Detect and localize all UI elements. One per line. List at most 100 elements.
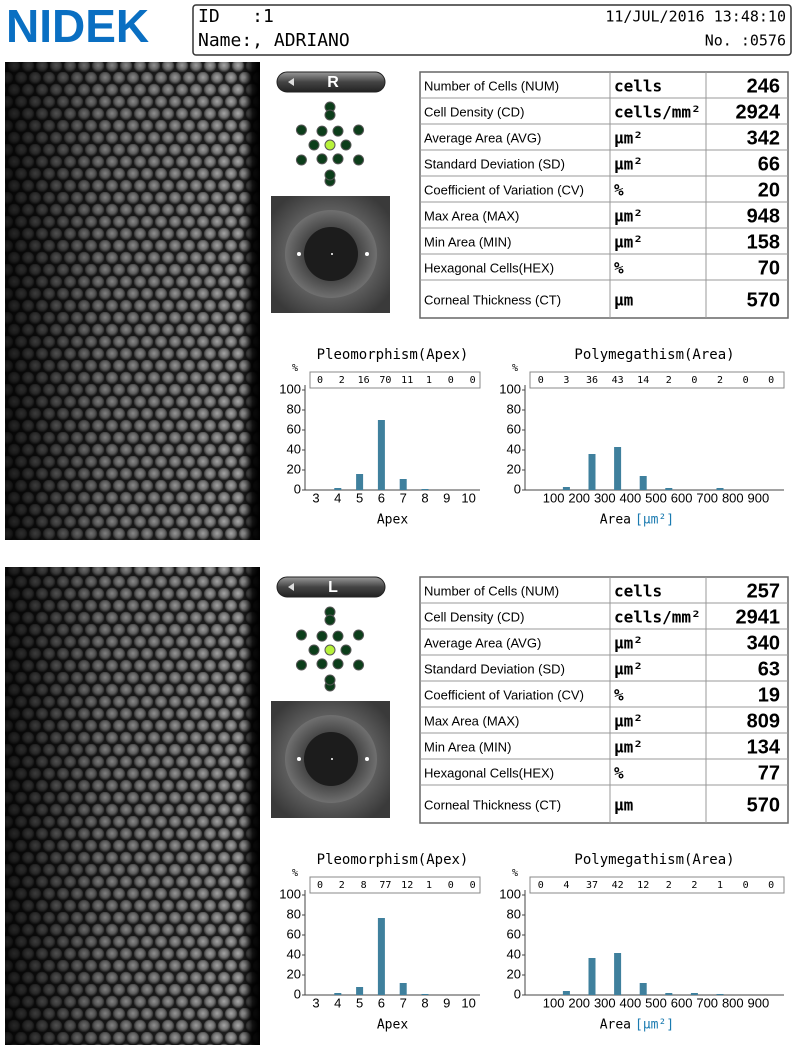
param-label: Average Area (AVG)	[424, 130, 541, 145]
x-tick-label: 600	[671, 995, 693, 1010]
fixation-dot	[353, 659, 365, 671]
reflection	[365, 757, 369, 761]
y-tick-label: 80	[287, 401, 301, 416]
value-label: 0	[470, 880, 476, 891]
value-label: 37	[586, 880, 598, 891]
param-value: 70	[758, 257, 780, 279]
param-label: Hexagonal Cells(HEX)	[424, 765, 554, 780]
value-label-box	[309, 371, 481, 389]
value-label: 0	[768, 880, 774, 891]
param-value: 948	[747, 205, 780, 227]
bar	[377, 420, 385, 490]
value-label: 36	[586, 375, 598, 386]
y-tick-label: 0	[514, 986, 521, 1001]
param-value: 2941	[736, 606, 781, 628]
value-label: 0	[538, 375, 544, 386]
x-tick-label: 700	[696, 995, 718, 1010]
value-label-box	[529, 876, 785, 894]
param-unit: %	[614, 181, 624, 200]
logo: NIDEK	[6, 0, 149, 52]
x-axis-unit: [μm²]	[635, 1018, 674, 1033]
y-tick-label: 20	[507, 461, 521, 476]
x-tick-label: 100	[543, 490, 565, 505]
value-label: 8	[361, 880, 367, 891]
value-label: 77	[379, 880, 391, 891]
fixation-dot	[332, 630, 344, 642]
y-axis-label: %	[512, 363, 518, 374]
eye-button	[276, 576, 386, 598]
x-tick-label: 8	[421, 995, 428, 1010]
fixation-dot	[332, 125, 344, 137]
fixation-dot	[316, 153, 328, 165]
x-tick-label: 200	[568, 490, 590, 505]
table-border	[419, 71, 789, 319]
x-tick-label: 5	[356, 995, 363, 1010]
param-value: 19	[758, 684, 780, 706]
param-value: 340	[747, 632, 780, 654]
param-value: 77	[758, 762, 780, 784]
y-axis-label: %	[512, 868, 518, 879]
param-unit: μm²	[614, 660, 643, 679]
value-label: 0	[448, 880, 454, 891]
param-label: Max Area (MAX)	[424, 208, 519, 223]
patient-id: ID :1	[198, 6, 274, 27]
fixation-dot	[353, 154, 365, 166]
bar	[399, 479, 407, 490]
value-label: 42	[612, 880, 624, 891]
chart-title: Polymegathism(Area)	[574, 852, 734, 868]
value-label: 11	[401, 375, 413, 386]
param-label: Corneal Thickness (CT)	[424, 292, 561, 307]
y-tick-label: 80	[287, 906, 301, 921]
datetime: 11/JUL/2016 13:48:10	[605, 8, 786, 26]
value-label: 0	[743, 375, 749, 386]
fixation-dot	[332, 153, 344, 165]
x-tick-label: 200	[568, 995, 590, 1010]
param-label: Average Area (AVG)	[424, 635, 541, 650]
param-value: 134	[747, 736, 781, 758]
fixation-dot	[340, 644, 352, 656]
fixation-dot	[295, 629, 307, 641]
x-tick-label: 5	[356, 490, 363, 505]
value-label-box	[309, 876, 481, 894]
bar	[377, 918, 385, 995]
value-label: 16	[358, 375, 370, 386]
bar	[334, 993, 342, 995]
x-tick-label: 700	[696, 490, 718, 505]
param-unit: %	[614, 686, 624, 705]
x-tick-label: 500	[645, 995, 667, 1010]
x-tick-label: 4	[334, 490, 341, 505]
y-tick-label: 40	[507, 946, 521, 961]
param-unit: μm²	[614, 634, 643, 653]
x-tick-label: 900	[748, 490, 770, 505]
bar	[562, 487, 570, 490]
bar	[665, 993, 673, 995]
x-tick-label: 300	[594, 995, 616, 1010]
param-value: 257	[747, 580, 780, 602]
reflection	[297, 757, 301, 761]
param-unit: %	[614, 259, 624, 278]
param-value: 63	[758, 658, 780, 680]
y-tick-label: 80	[507, 401, 521, 416]
value-label: 0	[768, 375, 774, 386]
param-unit: cells/mm²	[614, 103, 701, 122]
x-tick-label: 100	[543, 995, 565, 1010]
x-tick-label: 6	[378, 490, 385, 505]
y-tick-label: 40	[507, 441, 521, 456]
y-tick-label: 20	[287, 966, 301, 981]
bar	[356, 474, 364, 490]
value-label: 2	[666, 880, 672, 891]
value-label: 1	[426, 880, 432, 891]
value-label: 2	[339, 880, 345, 891]
x-tick-label: 8	[421, 490, 428, 505]
value-label: 70	[379, 375, 391, 386]
fixation-dot	[316, 125, 328, 137]
value-label-box	[529, 371, 785, 389]
param-value: 66	[758, 153, 780, 175]
value-label: 3	[563, 375, 569, 386]
param-unit: μm	[614, 291, 634, 310]
param-unit: %	[614, 764, 624, 783]
x-tick-label: 600	[671, 490, 693, 505]
value-label: 43	[612, 375, 624, 386]
